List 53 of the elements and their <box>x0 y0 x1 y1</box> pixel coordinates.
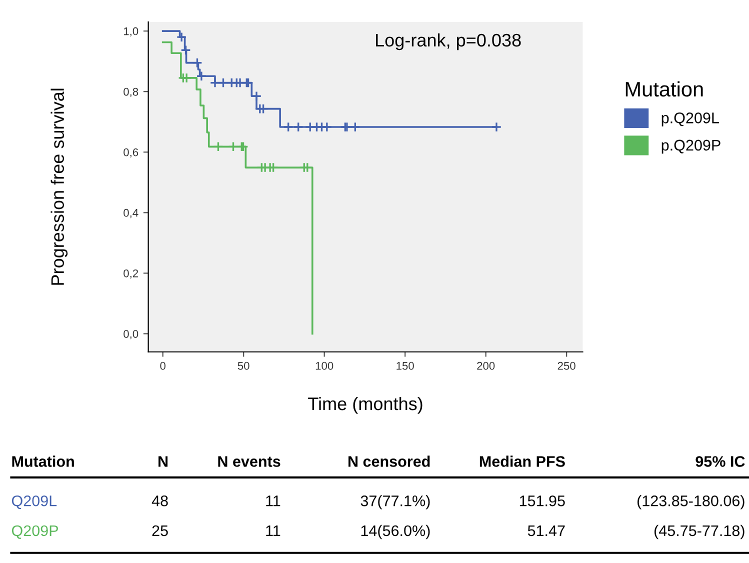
y-axis-title: Progression free survival <box>50 88 68 285</box>
x-tick-label: 200 <box>477 362 495 370</box>
text: Q209P <box>12 525 58 539</box>
text: (45.75-77.18) <box>654 524 744 540</box>
text: Q209L <box>12 495 57 510</box>
text: 37(77.1%) <box>360 495 430 510</box>
text: Mutation <box>12 456 74 467</box>
y-tick-label: 0,0 <box>124 330 138 340</box>
text: 11 <box>266 525 280 536</box>
point <box>196 70 207 82</box>
text: 11 <box>266 496 280 506</box>
point <box>210 78 220 88</box>
point <box>251 90 262 102</box>
text: N censored <box>348 456 430 467</box>
point <box>293 122 304 132</box>
text: (123.85-180.06) <box>637 495 744 510</box>
point <box>176 32 187 42</box>
point <box>322 122 332 132</box>
text: 151.95 <box>520 495 565 506</box>
text: N <box>158 456 168 467</box>
point <box>180 44 191 56</box>
text: N events <box>218 456 280 467</box>
point <box>283 122 294 132</box>
point <box>350 122 360 132</box>
text: 48 <box>152 495 168 506</box>
y-tick-label: 0,6 <box>124 148 138 158</box>
y-tick-label: 0,2 <box>124 269 138 279</box>
x-tick-label: 250 <box>558 362 576 370</box>
point <box>213 141 224 152</box>
text: 51.47 <box>528 525 565 536</box>
y-tick-label: 0,8 <box>124 88 138 98</box>
x-tick-label: 50 <box>238 362 250 370</box>
text: 14(56.0%) <box>361 524 430 540</box>
point <box>302 162 313 173</box>
legend-label: p.Q209L <box>662 112 719 126</box>
legend-label: p.Q209P <box>662 140 720 154</box>
text: 25 <box>152 525 168 536</box>
point <box>218 78 228 88</box>
y-tick-label: 1,0 <box>124 27 138 36</box>
y-tick-label: 0,4 <box>124 208 138 218</box>
x-axis-title: Time (months) <box>308 396 422 414</box>
point <box>304 122 316 132</box>
point <box>491 122 502 132</box>
text: 95% IC <box>696 456 745 467</box>
x-tick-label: 100 <box>316 362 334 370</box>
annotation: Log-rank, p=0.038 <box>376 33 521 50</box>
text: Median PFS <box>480 456 565 467</box>
x-tick-label: 0 <box>160 362 166 370</box>
x-tick-label: 150 <box>396 362 414 370</box>
legend-title: Mutation <box>626 81 703 97</box>
point <box>234 78 246 88</box>
point <box>192 58 202 68</box>
point <box>228 141 238 152</box>
